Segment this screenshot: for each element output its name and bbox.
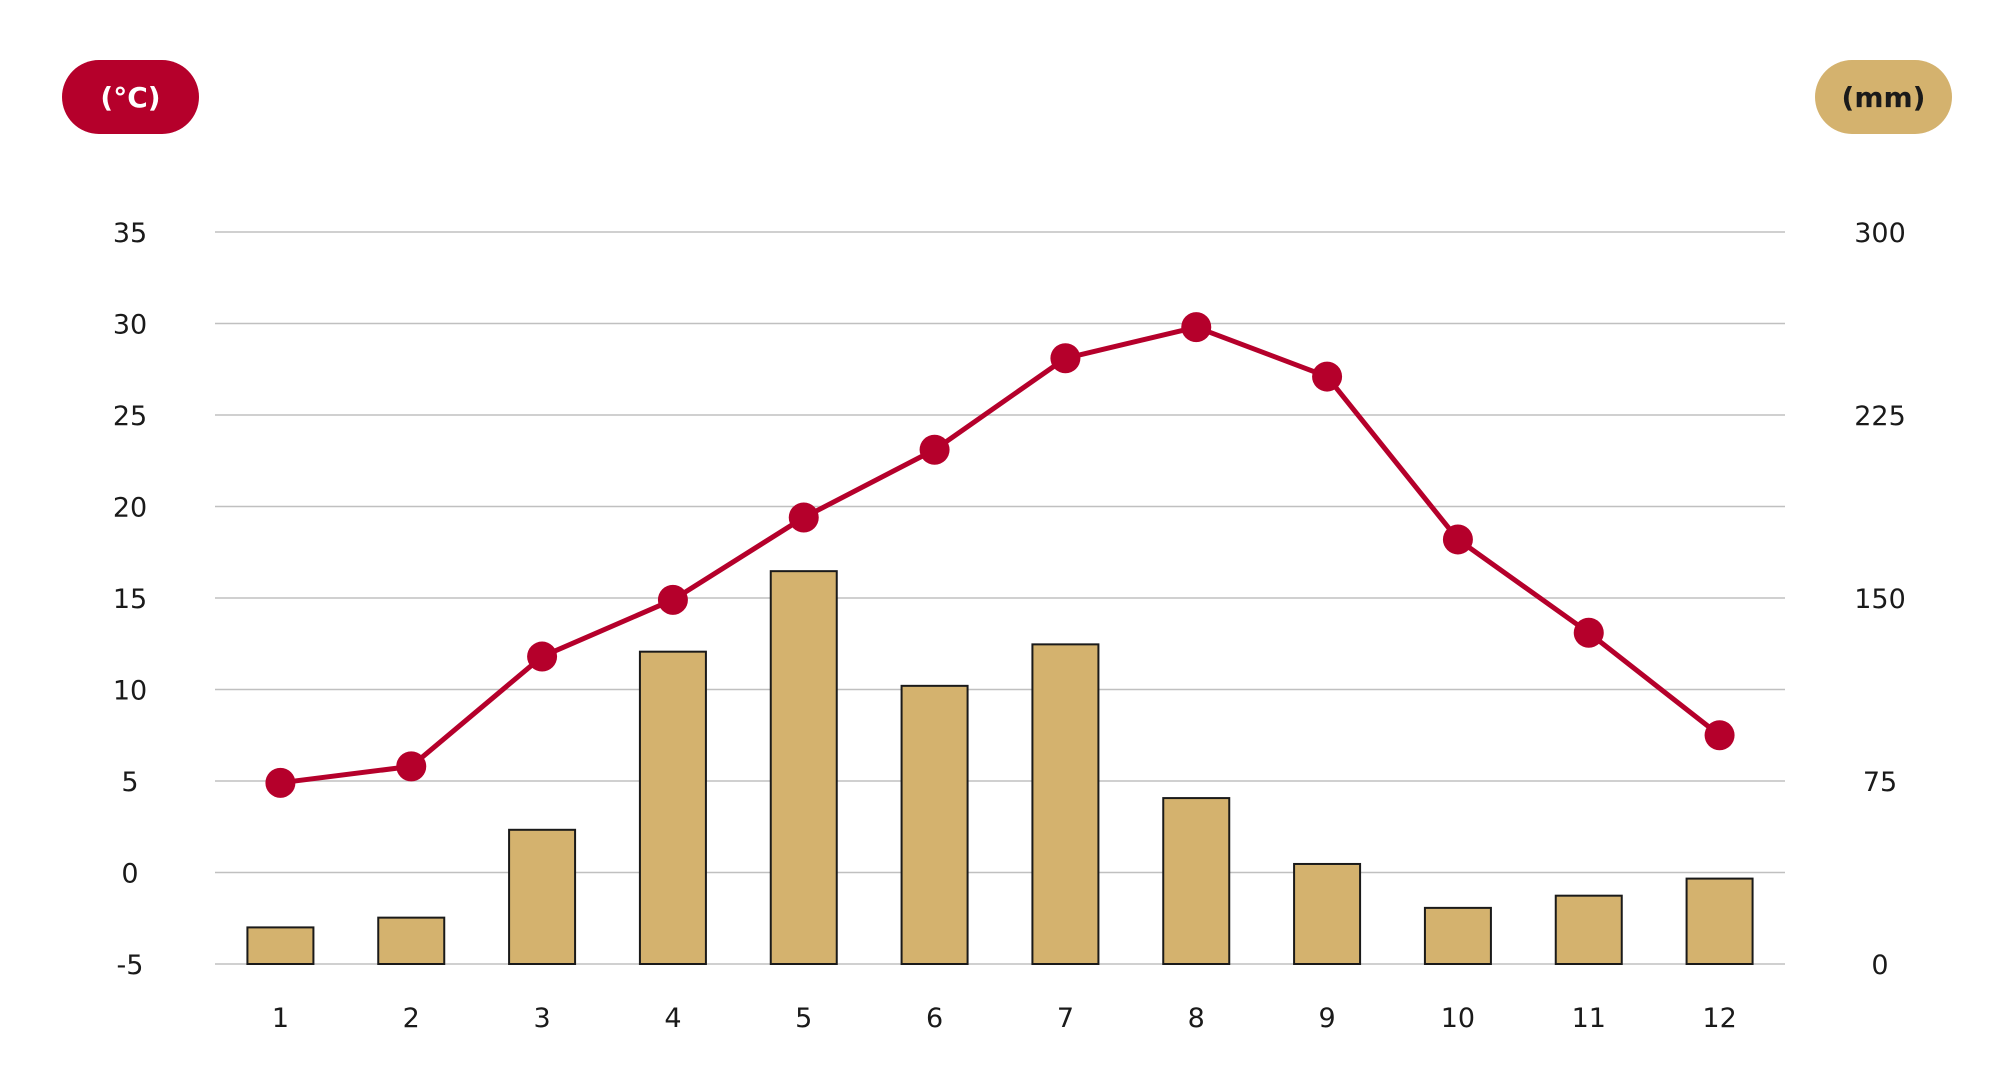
temperature-unit-badge: (°C) bbox=[62, 60, 199, 134]
left-tick-label: 5 bbox=[121, 767, 138, 798]
left-axis-ticks: 35 30 25 20 15 10 5 0 -5 bbox=[113, 218, 147, 981]
left-tick-label: 10 bbox=[113, 676, 147, 707]
temperature-point bbox=[657, 584, 688, 615]
precipitation-bar bbox=[508, 828, 577, 965]
x-tick-label: 3 bbox=[533, 1003, 550, 1034]
x-tick-label: 10 bbox=[1441, 1003, 1475, 1034]
temperature-point bbox=[788, 502, 819, 533]
temperature-point bbox=[527, 641, 558, 672]
precipitation-bar bbox=[1293, 862, 1362, 966]
temperature-point bbox=[1442, 524, 1473, 555]
right-tick-label: 0 bbox=[1871, 950, 1888, 981]
left-tick-label: 30 bbox=[113, 310, 147, 341]
temperature-point bbox=[396, 751, 427, 782]
precipitation-bar bbox=[246, 926, 315, 966]
temperature-point bbox=[1704, 720, 1735, 751]
precipitation-bar bbox=[377, 916, 446, 966]
x-tick-label: 9 bbox=[1318, 1003, 1335, 1034]
x-tick-label: 1 bbox=[272, 1003, 289, 1034]
x-tick-label: 8 bbox=[1188, 1003, 1205, 1034]
precipitation-bar bbox=[1554, 894, 1623, 965]
left-tick-label: 0 bbox=[121, 859, 138, 890]
temperature-point bbox=[265, 767, 296, 798]
left-tick-label: 20 bbox=[113, 493, 147, 524]
x-tick-label: 12 bbox=[1702, 1003, 1736, 1034]
x-tick-label: 7 bbox=[1057, 1003, 1074, 1034]
temperature-point bbox=[919, 434, 950, 465]
gridlines bbox=[215, 231, 1785, 965]
left-tick-label: 35 bbox=[113, 218, 147, 249]
precipitation-bar bbox=[1031, 643, 1100, 965]
temperature-line bbox=[265, 312, 1735, 798]
precipitation-bar bbox=[1685, 877, 1754, 965]
x-tick-label: 6 bbox=[926, 1003, 943, 1034]
temperature-point bbox=[1050, 343, 1081, 374]
left-tick-label: 25 bbox=[113, 401, 147, 432]
right-tick-label: 75 bbox=[1863, 767, 1897, 798]
precipitation-bar bbox=[638, 650, 707, 965]
right-tick-label: 300 bbox=[1854, 218, 1906, 249]
temperature-point bbox=[1312, 361, 1343, 392]
x-axis-ticks: 1 2 3 4 5 6 7 8 9 10 11 12 bbox=[272, 1003, 1737, 1034]
x-tick-label: 2 bbox=[403, 1003, 420, 1034]
right-tick-label: 150 bbox=[1854, 584, 1906, 615]
precipitation-bar bbox=[1423, 906, 1492, 966]
precipitation-bar bbox=[769, 570, 838, 965]
precipitation-unit-badge: (mm) bbox=[1815, 60, 1952, 134]
temperature-polyline bbox=[280, 324, 1722, 786]
x-tick-label: 11 bbox=[1572, 1003, 1606, 1034]
x-tick-label: 5 bbox=[795, 1003, 812, 1034]
precipitation-bars bbox=[246, 570, 1754, 966]
left-tick-label: -5 bbox=[117, 950, 144, 981]
right-tick-label: 225 bbox=[1854, 401, 1906, 432]
temperature-point bbox=[1573, 617, 1604, 648]
precipitation-bar bbox=[900, 684, 969, 966]
x-tick-label: 4 bbox=[664, 1003, 681, 1034]
temperature-unit-label: (°C) bbox=[100, 80, 161, 114]
temperature-point bbox=[1181, 312, 1212, 343]
precipitation-unit-label: (mm) bbox=[1841, 80, 1926, 114]
right-axis-ticks: 300 225 150 75 0 bbox=[1854, 218, 1906, 981]
left-tick-label: 15 bbox=[113, 584, 147, 615]
precipitation-bar bbox=[1162, 797, 1231, 966]
